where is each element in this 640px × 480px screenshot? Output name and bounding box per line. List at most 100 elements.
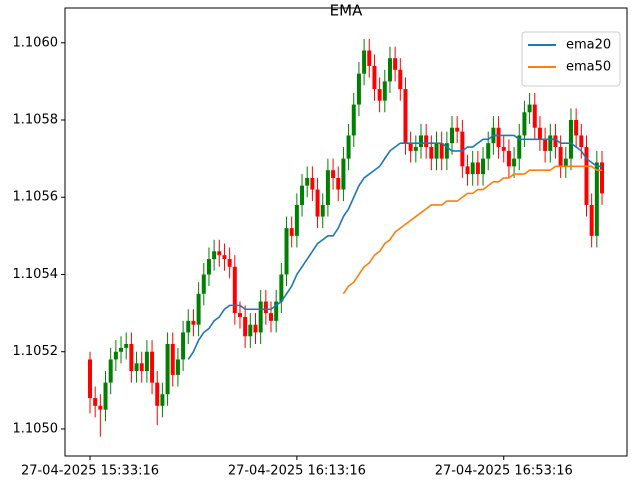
- candle-body: [139, 363, 144, 372]
- candle-body: [274, 301, 279, 321]
- candle-body: [413, 147, 418, 151]
- y-tick-label: 1.1056: [13, 190, 59, 205]
- candle-body: [315, 189, 320, 217]
- candle-body: [403, 89, 408, 144]
- candle-body: [584, 147, 589, 205]
- candle-body: [253, 324, 258, 333]
- candle-body: [393, 58, 398, 70]
- candle-body: [134, 363, 139, 372]
- candle-body: [217, 251, 222, 256]
- x-tick-label: 27-04-2025 15:33:16: [21, 464, 159, 479]
- candle-body: [424, 135, 429, 148]
- candle-body: [98, 405, 103, 410]
- candle-body: [460, 131, 465, 167]
- candle-body: [294, 204, 299, 236]
- x-tick-label: 27-04-2025 16:53:16: [435, 464, 573, 479]
- candle-body: [248, 324, 253, 337]
- candle-body: [548, 135, 553, 151]
- candle-body: [165, 344, 170, 395]
- y-tick-label: 1.1054: [13, 267, 59, 282]
- candle-body: [300, 185, 305, 205]
- candle-body: [444, 143, 449, 159]
- candle-body: [522, 112, 527, 136]
- candle-body: [382, 81, 387, 101]
- candle-body: [124, 344, 129, 348]
- candle-body: [258, 301, 263, 333]
- y-tick-label: 1.1060: [13, 35, 59, 50]
- candle-body: [336, 177, 341, 190]
- candle-body: [284, 228, 289, 275]
- candle-body: [170, 344, 175, 375]
- candle-body: [206, 259, 211, 275]
- candle-body: [346, 135, 351, 159]
- candle-body: [594, 162, 599, 236]
- candle-body: [501, 147, 506, 151]
- candle-body: [356, 73, 361, 105]
- candle-body: [532, 104, 537, 128]
- candle-body: [563, 158, 568, 167]
- candle-body: [227, 259, 232, 267]
- candle-body: [269, 313, 274, 321]
- candle-body: [527, 104, 532, 113]
- candle-body: [408, 143, 413, 151]
- candle-body: [155, 382, 160, 406]
- candle-body: [579, 135, 584, 148]
- legend-label: ema50: [566, 60, 611, 75]
- candle-body: [506, 150, 511, 167]
- candle-body: [119, 347, 124, 352]
- candle-body: [362, 50, 367, 74]
- chart-title: EMA: [330, 2, 363, 20]
- candle-body: [113, 351, 118, 360]
- candle-body: [88, 359, 92, 399]
- candle-body: [305, 177, 310, 186]
- candle-body: [351, 104, 356, 136]
- y-tick-label: 1.1052: [13, 344, 59, 359]
- plot-area: [64, 7, 628, 457]
- candle-body: [144, 351, 149, 372]
- candle-body: [93, 398, 98, 406]
- candle-body: [398, 69, 403, 90]
- candle-body: [320, 204, 325, 217]
- candle-body: [372, 65, 377, 90]
- candle-body: [470, 162, 475, 175]
- candle-body: [429, 147, 434, 159]
- y-tick-label: 1.1050: [13, 421, 59, 436]
- candle-body: [553, 135, 558, 148]
- candle-body: [310, 177, 315, 190]
- candle-body: [481, 158, 486, 175]
- candle-body: [186, 320, 191, 333]
- y-tick-label: 1.1058: [13, 113, 59, 128]
- candle-body: [367, 50, 372, 66]
- candle-body: [558, 147, 563, 167]
- candle-body: [589, 204, 594, 236]
- candle-body: [568, 120, 573, 159]
- candle-body: [175, 359, 180, 375]
- candle-body: [263, 301, 268, 314]
- x-tick-label: 27-04-2025 16:13:16: [228, 464, 366, 479]
- candle-body: [201, 274, 206, 294]
- candle-body: [543, 139, 548, 151]
- legend-label: ema20: [566, 38, 611, 53]
- candle-body: [325, 170, 330, 205]
- candle-body: [475, 162, 480, 175]
- candle-body: [574, 120, 579, 136]
- candle-body: [455, 127, 460, 132]
- candle-body: [465, 166, 470, 175]
- candle-body: [439, 143, 444, 159]
- candle-body: [434, 143, 439, 159]
- candle-body: [243, 316, 248, 337]
- candle-body: [537, 127, 542, 140]
- ema-line: [187, 134, 602, 360]
- candle-body: [512, 158, 517, 167]
- candle-body: [450, 127, 455, 144]
- candle-body: [289, 228, 294, 236]
- candle-body: [341, 158, 346, 190]
- candle-body: [486, 143, 491, 159]
- candle-body: [103, 382, 108, 410]
- candle-body: [496, 127, 501, 148]
- candle-body: [237, 313, 242, 317]
- candle-body: [517, 135, 522, 159]
- candle-body: [108, 359, 113, 383]
- candle-body: [191, 320, 196, 325]
